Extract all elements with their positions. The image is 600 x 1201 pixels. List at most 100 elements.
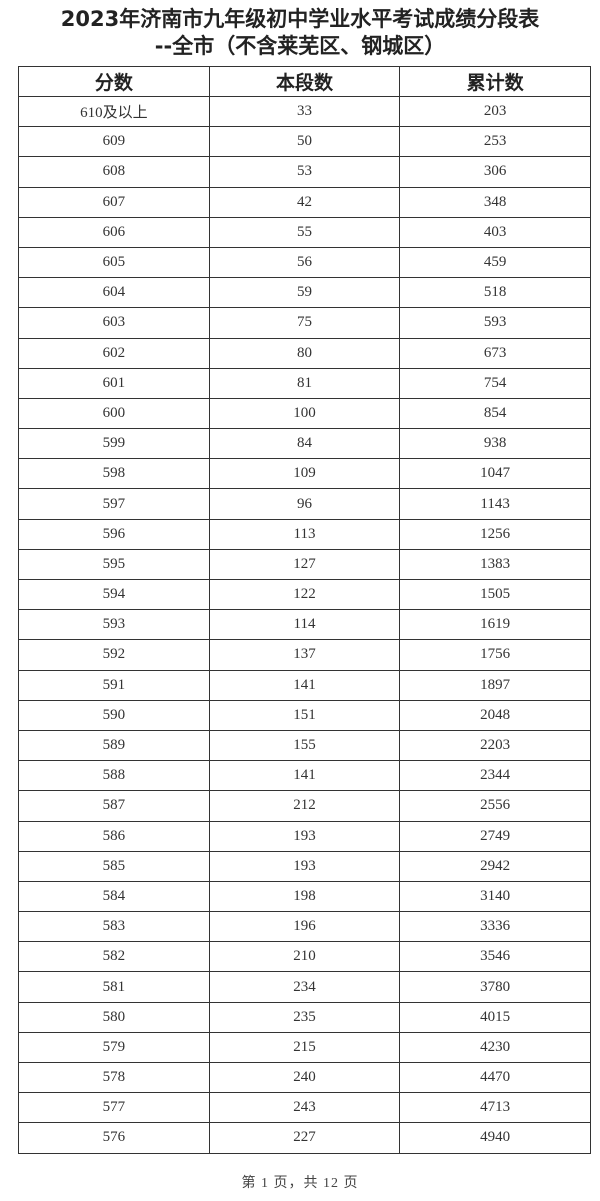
segment-count-cell: 55 — [208, 216, 401, 248]
cumulative-count-cell: 3546 — [399, 941, 591, 973]
segment-count-cell: 122 — [208, 578, 401, 611]
segment-count-cell: 59 — [208, 277, 401, 309]
cumulative-count-cell: 3780 — [399, 971, 591, 1003]
table-row: 591 141 1897 — [18, 669, 591, 701]
header-segment-count: 本段数 — [208, 66, 401, 97]
score-cell: 610及以上 — [18, 95, 210, 128]
table-row: 577 243 4713 — [18, 1092, 591, 1124]
table-row: 585 193 2942 — [18, 850, 591, 882]
table-row: 578 240 4470 — [18, 1061, 591, 1094]
table-row: 609 50 253 — [18, 126, 591, 158]
table-row: 600 100 854 — [18, 397, 591, 430]
cumulative-count-cell: 1256 — [399, 518, 591, 550]
segment-count-cell: 198 — [208, 880, 401, 913]
segment-count-cell: 215 — [208, 1031, 401, 1064]
score-cell: 601 — [18, 367, 210, 399]
table-row: 595 127 1383 — [18, 548, 591, 581]
table-row: 592 137 1756 — [18, 639, 591, 671]
cumulative-count-cell: 403 — [399, 216, 591, 248]
cumulative-count-cell: 2048 — [399, 699, 591, 731]
segment-count-cell: 100 — [208, 397, 401, 430]
segment-count-cell: 109 — [208, 458, 401, 490]
segment-count-cell: 234 — [208, 971, 401, 1003]
table-row: 598 109 1047 — [18, 458, 591, 490]
score-cell: 588 — [18, 760, 210, 792]
table-row: 586 193 2749 — [18, 820, 591, 852]
table-row: 603 75 593 — [18, 307, 591, 339]
score-cell: 582 — [18, 941, 210, 973]
segment-count-cell: 56 — [208, 246, 401, 279]
cumulative-count-cell: 459 — [399, 246, 591, 279]
segment-count-cell: 210 — [208, 941, 401, 973]
score-cell: 602 — [18, 337, 210, 369]
score-distribution-table: 分数 本段数 累计数 610及以上 33 203 609 50 253 608 53 306 60… — [18, 66, 591, 1154]
cumulative-count-cell: 673 — [399, 337, 591, 369]
table-row: 597 96 1143 — [18, 488, 591, 520]
table-row: 582 210 3546 — [18, 941, 591, 973]
table-row: 601 81 754 — [18, 367, 591, 399]
document-subtitle: --全市（不含莱芜区、钢城区） — [154, 34, 446, 58]
segment-count-cell: 114 — [208, 609, 401, 641]
table-row: 607 42 348 — [18, 186, 591, 218]
score-cell: 586 — [18, 820, 210, 852]
table-row: 587 212 2556 — [18, 790, 591, 822]
cumulative-count-cell: 3140 — [399, 880, 591, 913]
score-cell: 599 — [18, 428, 210, 460]
segment-count-cell: 141 — [208, 760, 401, 792]
table-row: 594 122 1505 — [18, 578, 591, 611]
segment-count-cell: 151 — [208, 699, 401, 731]
segment-count-cell: 212 — [208, 790, 401, 822]
cumulative-count-cell: 3336 — [399, 911, 591, 943]
score-cell: 578 — [18, 1061, 210, 1094]
score-cell: 609 — [18, 126, 210, 158]
score-cell: 592 — [18, 639, 210, 671]
cumulative-count-cell: 518 — [399, 277, 591, 309]
cumulative-count-cell: 348 — [399, 186, 591, 218]
cumulative-count-cell: 1383 — [399, 548, 591, 581]
cumulative-count-cell: 4940 — [399, 1122, 591, 1154]
cumulative-count-cell: 203 — [399, 95, 591, 128]
cumulative-count-cell: 1897 — [399, 669, 591, 701]
table-row: 590 151 2048 — [18, 699, 591, 731]
table-row: 602 80 673 — [18, 337, 591, 369]
cumulative-count-cell: 1505 — [399, 578, 591, 611]
table-row: 579 215 4230 — [18, 1031, 591, 1064]
segment-count-cell: 81 — [208, 367, 401, 399]
cumulative-count-cell: 2203 — [399, 729, 591, 762]
score-cell: 581 — [18, 971, 210, 1003]
table-row: 583 196 3336 — [18, 911, 591, 943]
cumulative-count-cell: 593 — [399, 307, 591, 339]
score-cell: 595 — [18, 548, 210, 581]
segment-count-cell: 137 — [208, 639, 401, 671]
table-row: 584 198 3140 — [18, 880, 591, 913]
cumulative-count-cell: 2942 — [399, 850, 591, 882]
score-cell: 591 — [18, 669, 210, 701]
table-row: 588 141 2344 — [18, 760, 591, 792]
table-header-row: 分数 本段数 累计数 — [18, 66, 591, 97]
table-row: 593 114 1619 — [18, 609, 591, 641]
score-cell: 600 — [18, 397, 210, 430]
score-cell: 576 — [18, 1122, 210, 1154]
score-cell: 583 — [18, 911, 210, 943]
header-cumulative-count: 累计数 — [399, 66, 591, 97]
score-cell: 603 — [18, 307, 210, 339]
table-row: 576 227 4940 — [18, 1122, 591, 1154]
cumulative-count-cell: 854 — [399, 397, 591, 430]
segment-count-cell: 42 — [208, 186, 401, 218]
score-cell: 585 — [18, 850, 210, 882]
score-cell: 607 — [18, 186, 210, 218]
segment-count-cell: 240 — [208, 1061, 401, 1094]
segment-count-cell: 193 — [208, 850, 401, 882]
table-row: 608 53 306 — [18, 156, 591, 188]
segment-count-cell: 193 — [208, 820, 401, 852]
header-score: 分数 — [18, 66, 210, 97]
segment-count-cell: 227 — [208, 1122, 401, 1154]
cumulative-count-cell: 2556 — [399, 790, 591, 822]
score-cell: 608 — [18, 156, 210, 188]
segment-count-cell: 127 — [208, 548, 401, 581]
segment-count-cell: 155 — [208, 729, 401, 762]
score-cell: 579 — [18, 1031, 210, 1064]
score-cell: 593 — [18, 609, 210, 641]
cumulative-count-cell: 1047 — [399, 458, 591, 490]
score-cell: 604 — [18, 277, 210, 309]
